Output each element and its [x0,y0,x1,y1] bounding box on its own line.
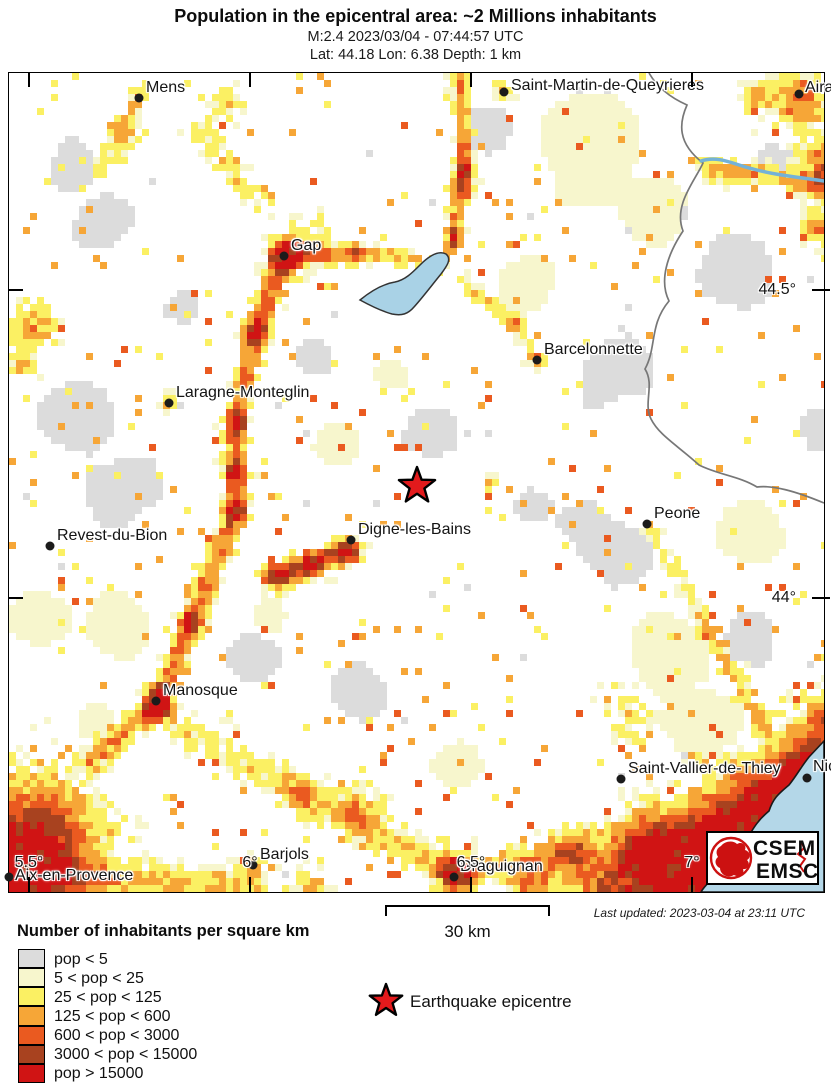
graticule-labels: 44.5° 44° 5.5° 6° 6.5° 7° [9,73,824,892]
city-dot [151,696,161,706]
city-label: Aira [805,79,831,96]
legend-label: pop < 5 [54,950,108,968]
last-updated-note: Last updated: 2023-03-04 at 23:11 UTC [593,906,805,920]
longitude-label: 5.5° [14,854,44,871]
legend-row: 25 < pop < 125 [18,987,197,1007]
city-dot [616,774,626,784]
city-label: Barcelonnette [544,341,643,358]
graticule-tick [28,73,30,87]
city-dot [346,535,356,545]
logo-text-csem: CSEM [753,837,816,860]
city-dot [794,89,804,99]
page-title: Population in the epicentral area: ~2 Mi… [174,6,657,26]
header: Population in the epicentral area: ~2 Mi… [0,5,831,64]
legend-label: 3000 < pop < 15000 [54,1046,198,1064]
csem-emsc-logo: CSEM EMSC [706,831,819,885]
city-dot [449,872,459,882]
graticule-tick [9,597,23,599]
city-label: Saint-Martin-de-Queyrieres [511,77,704,94]
graticule-tick [249,877,251,892]
graticule-tick [470,877,472,892]
city-label: Revest-du-Bion [57,527,168,544]
legend-color-swatch [18,1063,45,1083]
city-label: Nic [813,758,831,775]
legend-row: 5 < pop < 25 [18,968,197,988]
epicenter-legend-label: Earthquake epicentre [410,992,572,1011]
city-label: Mens [146,79,186,96]
city-label: Gap [291,237,322,254]
city-dot [499,87,509,97]
city-dot [279,251,289,261]
city-label: Barjols [260,846,309,863]
logo-text-emsc: EMSC [756,860,817,883]
city-dot [164,398,174,408]
legend-color-swatch [18,1025,45,1045]
graticule-tick [28,877,30,892]
event-location-depth: Lat: 44.18 Lon: 6.38 Depth: 1 km [309,46,522,63]
city-dot [248,860,258,870]
legend-row: 125 < pop < 600 [18,1006,197,1026]
star-glyph [368,982,404,1016]
city-label: Digne-les-Bains [358,521,471,538]
legend-color-swatch [18,968,45,988]
graticule-tick [812,289,830,291]
map-frame: Mens Saint-Martin-de-Queyrieres Aira Gap Bar… [4,72,831,893]
graticule-tick [470,73,472,87]
scale-bar-label: 30 km [444,922,491,941]
legend-row: 3000 < pop < 15000 [18,1044,198,1064]
longitude-label: 7° [684,854,700,871]
city-label: Manosque [163,682,238,699]
seismogram-squiggle [796,840,807,873]
legend-row: pop < 5 [18,949,197,969]
latitude-label: 44° [771,589,796,606]
legend-label: 600 < pop < 3000 [54,1026,180,1044]
legend-label: 5 < pop < 25 [54,969,144,987]
city-label: Laragne-Monteglin [176,384,310,401]
longitude-label: 6.5° [456,854,486,871]
city-label: Draguignan [460,858,543,875]
city-dot [802,773,812,783]
legend-color-swatch [18,1006,45,1026]
legend-color-swatch [18,987,45,1007]
city-label: Saint-Vallier-de-Thiey [628,760,781,777]
city-dot [4,872,14,882]
epicenter-legend-star-icon [368,982,404,1016]
legend-label: 125 < pop < 600 [54,1007,171,1025]
graticule-tick [691,73,693,87]
city-layer: Mens Saint-Martin-de-Queyrieres Aira Gap Bar… [4,73,831,892]
legend-label: pop > 15000 [54,1065,144,1083]
lake-serre-poncon [358,252,450,316]
legend-color-swatch [18,949,45,969]
city-label: Aix-en-Provence [15,867,134,884]
city-label: Peone [654,505,701,522]
latitude-label: 44.5° [758,281,796,298]
legend-title: Number of inhabitants per square km [17,922,310,940]
graticule-tick [691,877,693,892]
city-dot [45,541,55,551]
longitude-label: 6° [242,854,258,871]
legend-label: 25 < pop < 125 [54,988,162,1006]
river-line [699,157,824,183]
legend-color-swatch [18,1044,45,1064]
city-dot [532,355,542,365]
legend-row: 600 < pop < 3000 [18,1025,197,1045]
city-dot [642,519,652,529]
country-border-line [644,73,824,504]
city-dot [134,93,144,103]
graticule-tick [812,597,830,599]
event-magnitude-time: M:2.4 2023/03/04 - 07:44:57 UTC [307,28,524,45]
graticule-tick [249,73,251,87]
scale-bar [385,905,550,916]
globe-landmass [715,841,750,877]
graticule-tick [9,289,23,291]
legend-row: pop > 15000 [18,1063,197,1084]
